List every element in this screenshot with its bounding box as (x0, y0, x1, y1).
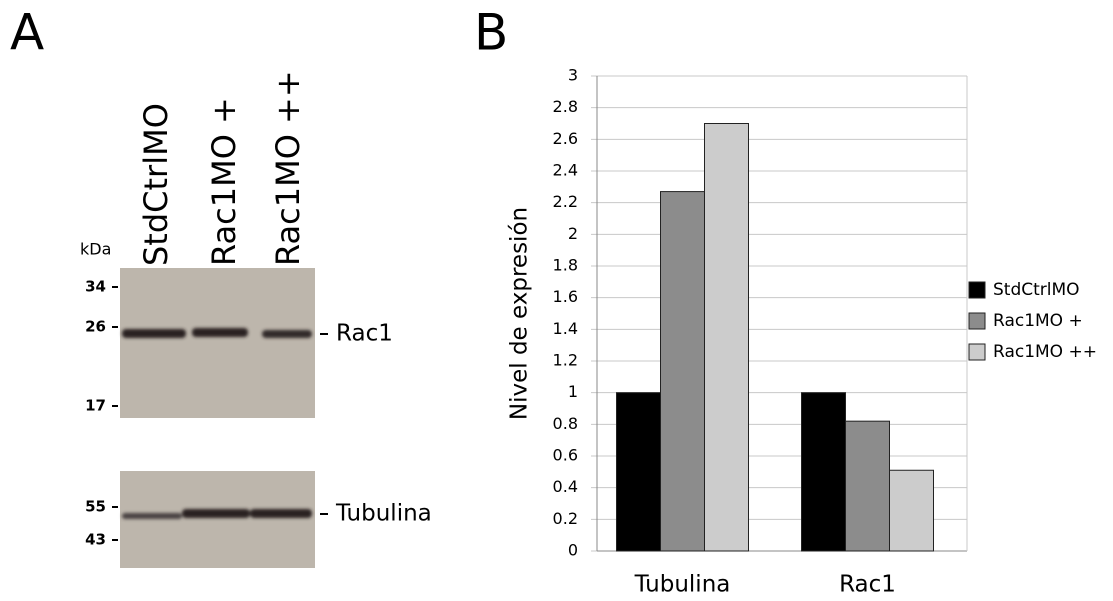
bar (617, 393, 661, 551)
band-label: Tubulina (335, 501, 432, 527)
panel-label: A (10, 4, 44, 62)
legend-swatch (969, 313, 985, 329)
marker-label: 55 (85, 498, 106, 516)
y-tick-label: 2 (568, 224, 578, 243)
y-tick-label: 1.4 (553, 319, 578, 338)
legend-label: Rac1MO ++ (993, 342, 1097, 362)
legend-swatch (969, 282, 985, 298)
marker-label: 43 (85, 531, 106, 549)
bar (890, 470, 934, 551)
y-tick-label: 0.8 (553, 414, 578, 433)
y-tick-label: 2.6 (553, 129, 578, 148)
y-tick-label: 1.6 (553, 287, 578, 306)
y-tick-label: 1.8 (553, 256, 578, 275)
marker-label: 26 (85, 318, 106, 336)
y-tick-label: 2.4 (553, 161, 578, 180)
marker-label: 34 (85, 278, 106, 296)
y-tick-label: 3 (568, 66, 578, 85)
bar (705, 124, 749, 552)
panel-label: B (474, 4, 508, 62)
band-label: Rac1 (336, 321, 393, 347)
y-tick-label: 0.4 (553, 477, 578, 496)
bar (846, 421, 890, 551)
y-tick-label: 2.2 (553, 192, 578, 211)
x-tick-label: Rac1 (839, 572, 896, 598)
bar (661, 192, 705, 551)
y-axis-label: Nivel de expresión (507, 207, 533, 420)
y-tick-label: 0.2 (553, 509, 578, 528)
lane-label: Rac1MO + (205, 97, 243, 266)
blot (120, 471, 315, 568)
lane-label: Rac1MO ++ (269, 70, 307, 266)
figure: A B kDa StdCtrlMO Rac1MO + Rac1MO ++ 34 26 17… (0, 0, 1113, 601)
marker-label: 17 (85, 397, 106, 415)
unit-label: kDa (80, 240, 111, 259)
y-tick-label: 1 (568, 382, 578, 401)
legend-label: StdCtrlMO (993, 280, 1080, 300)
legend-swatch (969, 344, 985, 360)
x-tick-label: Tubulina (634, 572, 731, 598)
bar (802, 393, 846, 551)
y-tick-label: 1.2 (553, 351, 578, 370)
legend-label: Rac1MO + (993, 311, 1083, 331)
y-tick-label: 0.6 (553, 446, 578, 465)
y-tick-label: 2.8 (553, 97, 578, 116)
y-tick-label: 0 (568, 541, 578, 560)
lane-label: StdCtrlMO (137, 103, 175, 266)
blot (120, 268, 315, 418)
